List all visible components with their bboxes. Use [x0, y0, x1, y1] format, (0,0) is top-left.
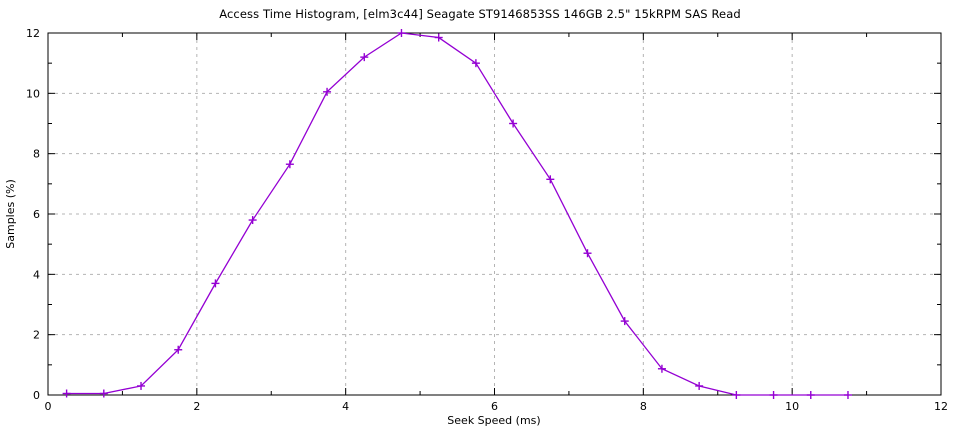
series-line-samples [66, 32, 848, 396]
plot-frame [47, 32, 942, 396]
data-point-marker [695, 381, 704, 390]
data-point-marker [248, 216, 257, 225]
y-tick-label: 6 [33, 208, 40, 221]
data-point-marker [806, 391, 815, 399]
y-axis-tick-labels: 0 2 4 6 8 10 12 [26, 27, 40, 402]
x-tick-label: 8 [640, 400, 647, 413]
data-point-marker [62, 389, 71, 398]
y-axis-label: Samples (%) [4, 179, 17, 249]
x-tick-label: 4 [342, 400, 349, 413]
data-point-marker [285, 160, 294, 169]
data-point-marker [583, 249, 592, 258]
data-point-marker [323, 87, 332, 96]
y-tick-label: 12 [26, 27, 40, 40]
data-point-marker [471, 59, 480, 68]
gridlines [48, 33, 941, 395]
minor-tick-marks [48, 33, 941, 395]
data-point-marker [174, 345, 183, 354]
y-tick-label: 10 [26, 87, 40, 100]
data-point-marker [360, 53, 369, 62]
x-tick-label: 12 [934, 400, 948, 413]
data-point-marker [509, 119, 518, 128]
y-tick-label: 0 [33, 389, 40, 402]
y-tick-label: 2 [33, 329, 40, 342]
data-point-marker [732, 391, 741, 399]
data-point-marker [434, 33, 443, 42]
data-point-marker [99, 389, 108, 398]
x-tick-label: 10 [785, 400, 799, 413]
data-point-marker [397, 29, 406, 37]
y-tick-label: 4 [33, 268, 40, 281]
x-tick-label: 0 [45, 400, 52, 413]
data-point-marker [843, 391, 852, 399]
x-axis-tick-labels: 0 2 4 6 8 10 12 [45, 400, 949, 413]
x-axis-label: Seek Speed (ms) [447, 414, 540, 427]
x-tick-label: 2 [193, 400, 200, 413]
y-tick-label: 8 [33, 148, 40, 161]
data-point-marker [657, 364, 666, 373]
data-point-marker [137, 381, 146, 390]
data-point-marker [546, 175, 555, 184]
x-tick-label: 6 [491, 400, 498, 413]
data-point-marker [211, 279, 220, 288]
series-markers-samples [62, 29, 852, 399]
data-point-marker [769, 391, 778, 399]
chart-title: Access Time Histogram, [elm3c44] Seagate… [219, 7, 741, 21]
data-point-marker [620, 317, 629, 326]
